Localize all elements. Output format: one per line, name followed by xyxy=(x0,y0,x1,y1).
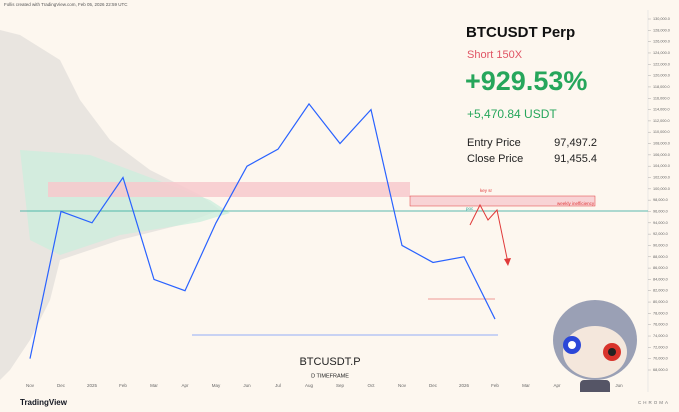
y-tick-label: 130,000.0 xyxy=(653,17,670,21)
y-tick-label: 78,000.0 xyxy=(653,311,668,315)
x-tick-label: Jul xyxy=(275,383,281,388)
card-roi: +929.53% xyxy=(465,66,587,96)
x-tick-label: Apr xyxy=(181,383,189,388)
y-tick-label: 72,000.0 xyxy=(653,345,668,349)
y-tick-label: 122,000.0 xyxy=(653,62,670,66)
y-tick-label: 124,000.0 xyxy=(653,51,670,55)
brand: TradingView xyxy=(20,398,68,407)
timeframe-label: D TIMEFRAME xyxy=(311,373,349,379)
card-pnl: +5,470.84 USDT xyxy=(467,107,557,121)
y-tick-label: 108,000.0 xyxy=(653,142,670,146)
y-tick-label: 100,000.0 xyxy=(653,187,670,191)
y-tick-label: 114,000.0 xyxy=(653,108,670,112)
y-tick-label: 126,000.0 xyxy=(653,40,670,44)
resistance-zone xyxy=(48,182,410,197)
y-tick-label: 94,000.0 xyxy=(653,221,668,225)
inefficiency-label: weekly inefficiency xyxy=(557,201,595,206)
y-tick-label: 90,000.0 xyxy=(653,243,668,247)
inefficiency-zone xyxy=(409,195,596,207)
y-tick-label: 92,000.0 xyxy=(653,232,668,236)
price-line xyxy=(29,102,496,359)
x-tick-label: 2025 xyxy=(87,383,98,388)
y-tick-label: 112,000.0 xyxy=(653,119,670,123)
x-tick-label: Feb xyxy=(491,383,499,388)
x-tick-label: Dec xyxy=(429,383,438,388)
card-pair: BTCUSDT Perp xyxy=(466,24,575,41)
x-tick-label: May xyxy=(212,383,221,388)
entry-value: 97,497.2 xyxy=(554,137,597,149)
y-tick-label: 88,000.0 xyxy=(653,255,668,259)
close-label: Close Price xyxy=(467,153,523,165)
x-tick-label: Nov xyxy=(398,383,407,388)
y-tick-label: 86,000.0 xyxy=(653,266,668,270)
x-tick-label: Apr xyxy=(553,383,561,388)
y-tick-label: 98,000.0 xyxy=(653,198,668,202)
y-tick-label: 118,000.0 xyxy=(653,85,670,89)
footer xyxy=(0,392,679,412)
y-tick-label: 106,000.0 xyxy=(653,153,670,157)
credit: Follis created with TradingView.com, Feb… xyxy=(4,2,128,7)
x-tick-label: Mar xyxy=(150,383,158,388)
x-tick-label: Aug xyxy=(305,383,314,388)
y-tick-label: 80,000.0 xyxy=(653,300,668,304)
x-tick-label: Mar xyxy=(522,383,530,388)
y-tick-label: 102,000.0 xyxy=(653,176,670,180)
plot: 68,000.0 70,000.0 72,000.0 74,000.0 76,000.0… xyxy=(26,17,670,388)
y-tick-label: 70,000.0 xyxy=(653,357,668,361)
entry-label: Entry Price xyxy=(467,137,521,149)
mascot xyxy=(553,300,637,402)
y-tick-label: 128,000.0 xyxy=(653,28,670,32)
y-tick-label: 68,000.0 xyxy=(653,368,668,372)
y-tick-label: 116,000.0 xyxy=(653,96,670,100)
arrow-head xyxy=(504,258,511,266)
x-tick-label: Feb xyxy=(119,383,127,388)
x-tick-label: Oct xyxy=(367,383,375,388)
volume-profile-value-area xyxy=(20,150,230,255)
y-tick-label: 110,000.0 xyxy=(653,130,670,134)
y-tick-label: 84,000.0 xyxy=(653,277,668,281)
x-tick-label: 2026 xyxy=(459,383,470,388)
x-tick-label: Sep xyxy=(336,383,345,388)
poc-label: poc xyxy=(466,206,474,211)
projection-arrow xyxy=(469,203,509,264)
y-tick-label: 120,000.0 xyxy=(653,74,670,78)
x-tick-label: Nov xyxy=(26,383,35,388)
y-tick-label: 104,000.0 xyxy=(653,164,670,168)
close-value: 91,455.4 xyxy=(554,153,597,165)
y-tick-label: 96,000.0 xyxy=(653,209,668,213)
y-tick-label: 74,000.0 xyxy=(653,334,668,338)
watermark: CHROMA xyxy=(638,400,670,405)
key-label: key sr xyxy=(480,188,493,193)
symbol-label: BTCUSDT.P xyxy=(299,356,360,368)
y-tick-label: 76,000.0 xyxy=(653,323,668,327)
x-tick-label: Jun xyxy=(615,383,623,388)
x-tick-label: Jun xyxy=(243,383,251,388)
card-side: Short 150X xyxy=(467,49,523,61)
y-tick-label: 82,000.0 xyxy=(653,289,668,293)
x-tick-label: Dec xyxy=(57,383,66,388)
